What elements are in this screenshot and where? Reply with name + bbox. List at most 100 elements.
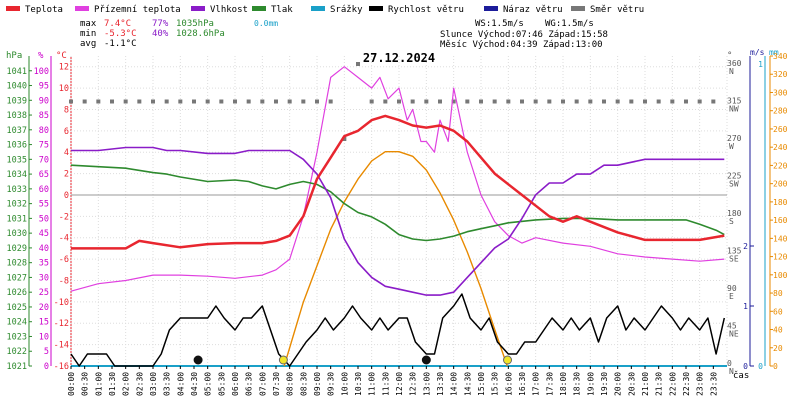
sun-tick-label: 160: [773, 216, 788, 225]
x-tick-label: 05:00: [204, 372, 213, 396]
direction-tick-dir: SE: [729, 255, 739, 264]
legend-swatch-tlak: [252, 6, 266, 11]
temperature-tick-label: -14: [54, 341, 69, 351]
wind-direction-point: [82, 99, 87, 104]
stat-max-rain: 0.0mm: [254, 19, 278, 28]
humidity-tick-label: 0: [44, 362, 49, 372]
temperature-tick-label: -16: [54, 362, 69, 372]
x-tick-label: 19:30: [600, 372, 609, 396]
pressure-tick-label: 1032: [7, 200, 27, 210]
direction-tick-label: 315: [727, 97, 742, 106]
humidity-unit-label: %: [38, 51, 44, 61]
legend-label-smer-vetru: Směr větru: [590, 5, 644, 15]
sun-tick-label: 100: [773, 271, 788, 280]
wind-unit-label: m/s: [750, 48, 765, 57]
stat-avg-temp: -1.1°C: [104, 39, 137, 49]
legend-swatch-teplota: [6, 6, 20, 11]
wind-direction-point: [96, 99, 101, 104]
x-tick-label: 04:30: [190, 372, 199, 396]
temperature-tick-label: -12: [54, 319, 69, 329]
wind-tick-label: 1: [743, 302, 748, 311]
x-tick-label: 07:00: [258, 372, 267, 396]
temperature-tick-label: 10: [59, 84, 69, 94]
wind-direction-point: [205, 99, 210, 104]
x-tick-label: 19:00: [586, 372, 595, 396]
sun-times: Slunce Východ:07:46 Západ:15:58: [440, 30, 608, 40]
sun-tick-label: 80: [773, 289, 783, 298]
direction-tick-label: 0: [727, 359, 732, 368]
temperature-tick-label: 8: [64, 105, 69, 115]
stat-min-label: min: [80, 29, 96, 39]
sun-tick-label: 260: [773, 125, 788, 134]
wind-direction-point: [711, 99, 716, 104]
stat-min-hum: 40%: [152, 29, 169, 39]
grid: [70, 56, 728, 367]
x-tick-label: 13:00: [422, 372, 431, 396]
wind-direction-point: [670, 99, 675, 104]
pressure-tick-label: 1027: [7, 273, 27, 283]
wind-direction-point: [547, 99, 552, 104]
x-tick-label: 05:30: [217, 372, 226, 396]
legend-label-teplota: Teplota: [25, 5, 63, 15]
wind-direction-point: [383, 99, 388, 104]
series-tlak: [70, 164, 725, 242]
temperature-tick-label: -8: [59, 276, 69, 286]
wind-direction-point: [451, 99, 456, 104]
wind-direction-point: [287, 99, 292, 104]
temperature-tick-label: -4: [59, 234, 69, 244]
humidity-tick-label: 40: [39, 244, 49, 254]
x-tick-label: 07:30: [272, 372, 281, 396]
x-tick-label: 04:00: [176, 372, 185, 396]
x-tick-label: 10:00: [340, 372, 349, 396]
legend-label-naraz-vetru: Náraz větru: [503, 5, 563, 15]
sun-tick-label: 280: [773, 107, 788, 116]
temperature-tick-label: 0: [64, 191, 69, 201]
humidity-tick-label: 75: [39, 141, 49, 151]
sun-tick-label: 120: [773, 253, 788, 262]
wind-direction-point: [520, 99, 524, 104]
series-vlhkost: [71, 146, 725, 296]
x-tick-label: 15:00: [477, 372, 486, 396]
wind-direction-point: [492, 99, 497, 104]
wind-direction-point: [137, 99, 142, 104]
pressure-tick-label: 1028: [7, 259, 27, 269]
humidity-tick-label: 60: [39, 185, 49, 195]
stat-wg: WG:1.5m/s: [545, 19, 594, 29]
x-tick-label: 23:30: [709, 372, 718, 396]
temperature-unit-label: °C: [56, 51, 67, 61]
pressure-tick-label: 1025: [7, 303, 27, 313]
direction-tick-label: 180: [727, 209, 742, 218]
humidity-tick-label: 95: [39, 82, 49, 92]
wind-direction-point: [697, 99, 702, 104]
pressure-tick-label: 1029: [7, 244, 27, 254]
wind-direction-point: [233, 99, 237, 104]
temperature-tick-label: -2: [59, 212, 69, 222]
humidity-tick-label: 45: [39, 229, 49, 239]
legend-swatch-srazky: [311, 6, 325, 11]
wind-direction-point: [602, 99, 606, 104]
x-tick-label: 20:00: [614, 372, 623, 396]
direction-tick-dir: E: [729, 292, 734, 301]
moonrise-marker: [193, 355, 203, 365]
x-tick-label: 06:30: [245, 372, 254, 396]
series-rychlost-vetru: [70, 293, 726, 367]
x-tick-label: 18:30: [573, 372, 582, 396]
x-tick-label: 22:30: [682, 372, 691, 396]
wind-tick-label: 2: [743, 242, 748, 251]
direction-tick-dir: N: [729, 367, 734, 376]
x-axis-ticks: 00:00 00:30 01:00 01:30 02:00 02:30 03:00 03:30…: [67, 366, 718, 396]
wind-direction-point: [342, 137, 347, 141]
x-tick-label: 06:00: [231, 372, 240, 396]
moon-times: Měsíc Východ:04:39 Západ:13:00: [440, 40, 603, 50]
legend-label-srazky: Srážky: [330, 5, 363, 15]
legend-label-vlhkost: Vlhkost: [210, 5, 248, 15]
x-tick-label: 23:00: [696, 372, 705, 396]
wind-direction-point: [219, 99, 224, 104]
stat-min-press: 1028.6hPa: [176, 29, 225, 39]
legend-swatch-prizemni-teplota: [75, 6, 89, 11]
humidity-tick-label: 90: [39, 96, 49, 106]
wind-direction-point: [356, 62, 360, 66]
series-prizemni-teplota: [70, 66, 725, 292]
wind-direction-point: [246, 99, 251, 104]
